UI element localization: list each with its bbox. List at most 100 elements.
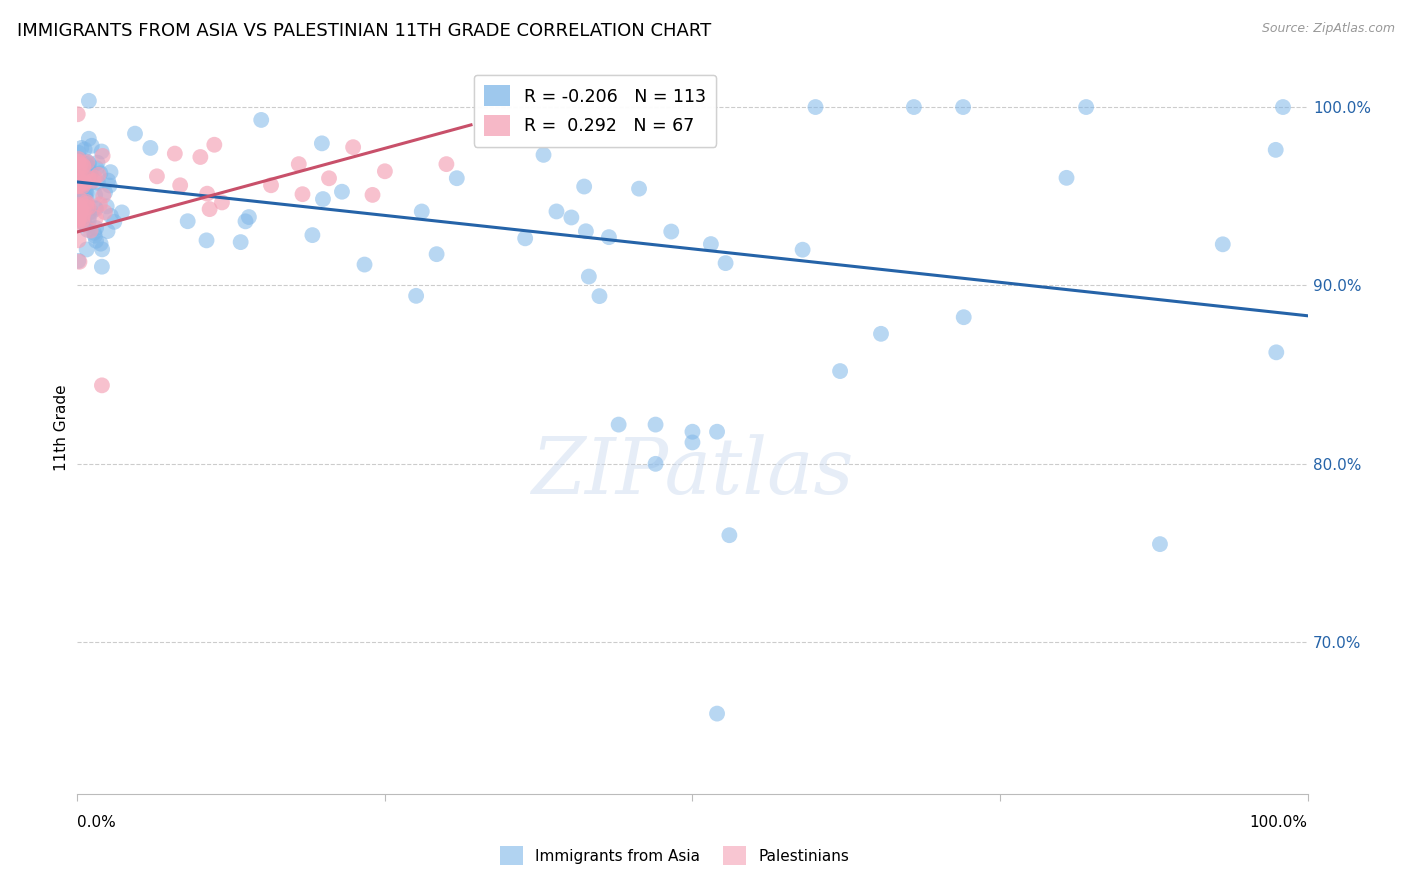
Point [67,161,90,175]
Point [80,165,103,179]
Point [291,187,314,202]
Point [72,178,94,192]
Point [1149,537,1171,551]
Point [628,181,651,195]
Point [75,184,97,198]
Y-axis label: 11th Grade: 11th Grade [53,384,69,472]
Point [76,186,98,201]
Point [176,214,198,228]
Point [73,218,96,232]
Point [77,205,100,219]
Point [67,152,90,166]
Point [718,528,741,542]
Point [318,171,340,186]
Point [77,132,100,146]
Point [84,221,107,235]
Point [706,425,728,439]
Point [353,258,375,272]
Point [84,170,107,185]
Point [86,161,108,176]
Point [73,143,96,157]
Point [83,226,105,240]
Point [86,155,108,169]
Point [202,137,225,152]
Point [66,153,89,167]
Point [67,214,90,228]
Point [76,154,98,169]
Point [75,197,97,211]
Point [67,207,90,221]
Point [830,364,852,378]
Point [91,243,114,257]
Point [211,195,233,210]
Point [73,216,96,230]
Point [515,231,537,245]
Text: 0.0%: 0.0% [77,815,117,830]
Point [66,184,89,198]
Point [80,169,103,184]
Point [77,94,100,108]
Point [111,205,134,219]
Point [446,171,468,186]
Point [288,157,311,171]
Point [67,186,90,201]
Point [72,204,94,219]
Point [77,171,100,186]
Point [229,235,252,249]
Text: IMMIGRANTS FROM ASIA VS PALESTINIAN 11TH GRADE CORRELATION CHART: IMMIGRANTS FROM ASIA VS PALESTINIAN 11TH… [17,22,711,40]
Point [69,201,91,215]
Point [91,149,114,163]
Point [195,233,218,247]
Point [598,230,620,244]
Point [342,140,364,154]
Point [72,211,94,226]
Point [80,138,103,153]
Point [66,202,89,216]
Point [146,169,169,184]
Point [103,215,125,229]
Point [70,203,93,218]
Point [70,199,93,213]
Point [73,177,96,191]
Point [124,127,146,141]
Point [67,208,90,222]
Point [67,174,90,188]
Point [169,178,191,193]
Point [66,107,89,121]
Point [84,201,107,215]
Point [67,233,90,247]
Point [76,243,98,257]
Point [575,224,598,238]
Point [578,269,600,284]
Point [659,225,682,239]
Point [98,178,121,193]
Point [70,204,93,219]
Point [792,243,814,257]
Legend: Immigrants from Asia, Palestinians: Immigrants from Asia, Palestinians [495,840,855,871]
Point [90,145,112,159]
Point [76,200,98,214]
Text: ZIPatlas: ZIPatlas [531,434,853,510]
Point [330,185,353,199]
Point [560,211,582,225]
Point [1212,237,1234,252]
Point [66,179,89,194]
Point [70,141,93,155]
Point [79,176,101,190]
Point [80,205,103,219]
Point [67,253,90,268]
Point [75,188,97,202]
Point [96,224,118,238]
Point [572,179,595,194]
Point [87,176,110,190]
Point [700,237,723,252]
Point [79,224,101,238]
Point [644,457,666,471]
Point [72,172,94,186]
Point [312,192,335,206]
Point [546,204,568,219]
Point [96,199,118,213]
Point [69,175,91,189]
Point [73,190,96,204]
Point [69,206,91,220]
